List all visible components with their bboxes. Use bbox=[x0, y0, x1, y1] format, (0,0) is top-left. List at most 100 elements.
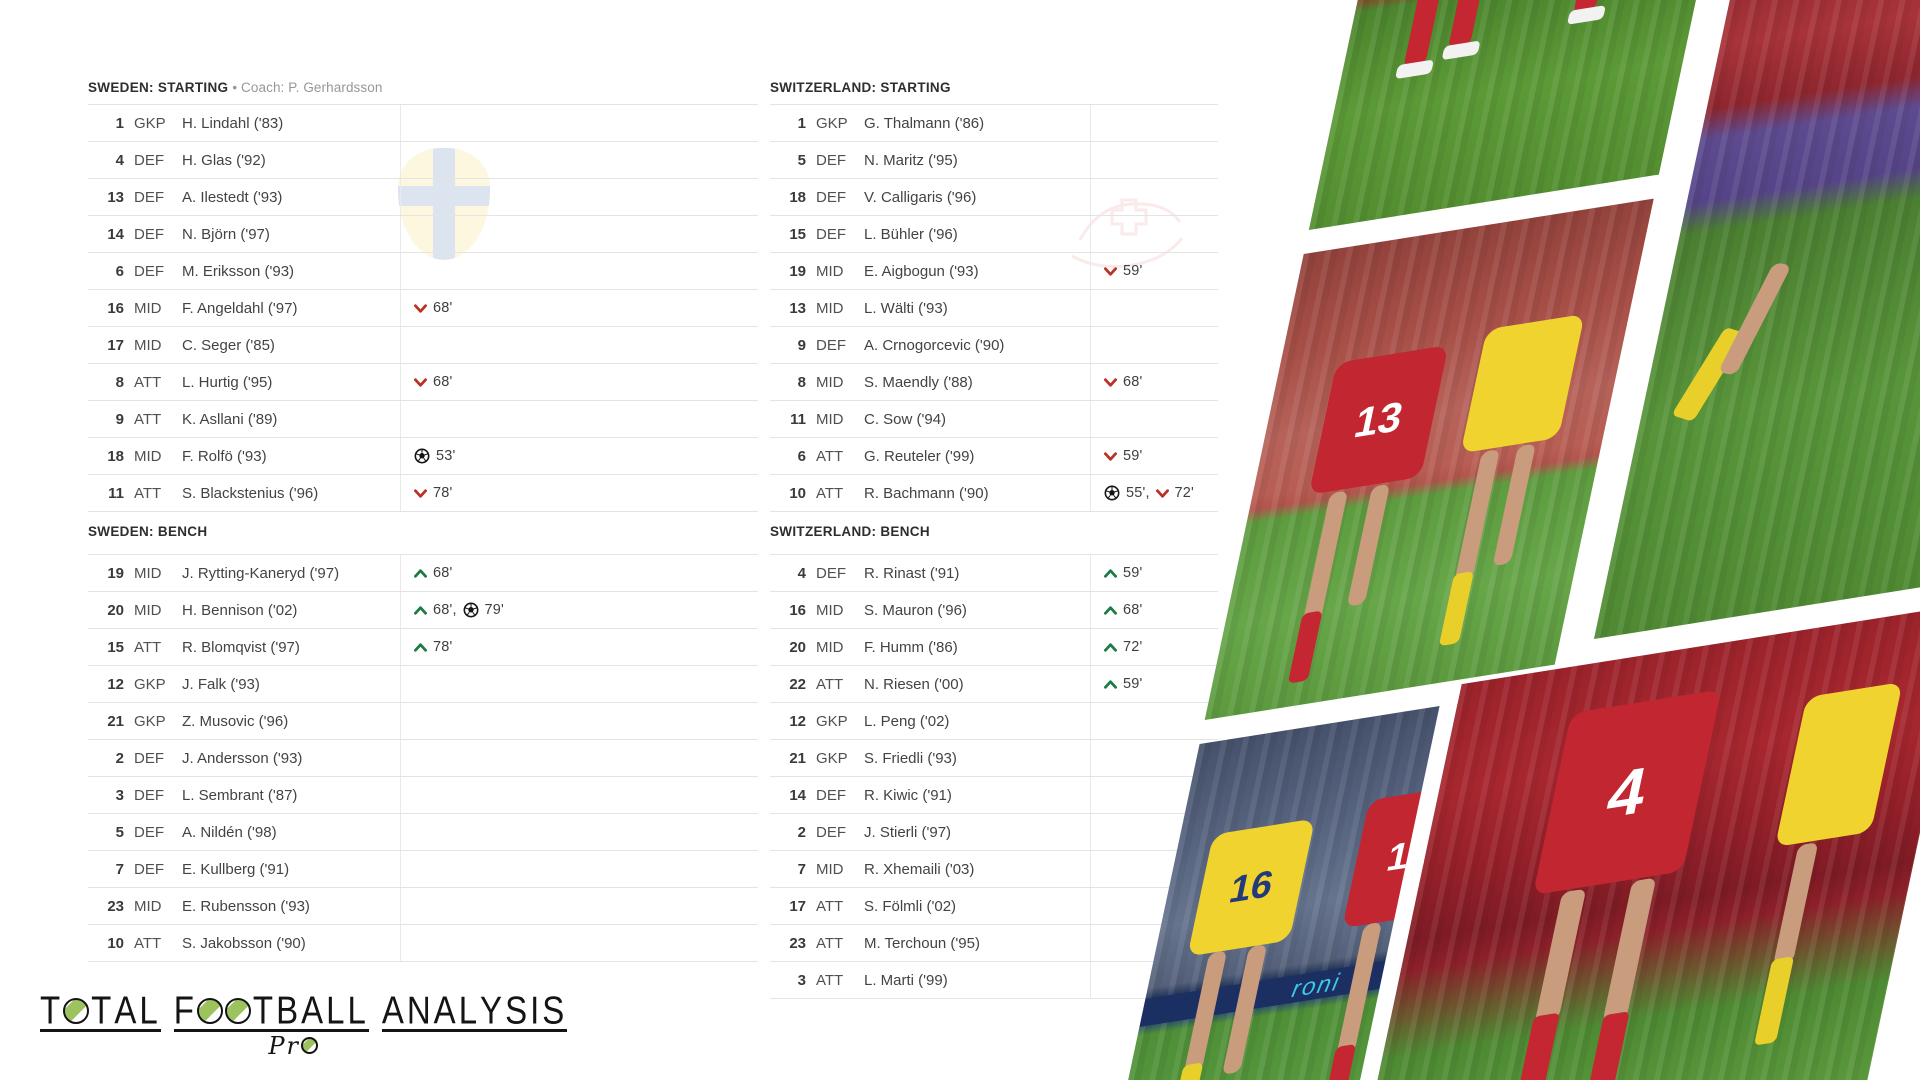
switzerland-starting-header: SWITZERLAND: STARTING bbox=[770, 80, 951, 95]
position-label: DEF bbox=[816, 151, 846, 169]
sub-off-icon bbox=[1104, 266, 1117, 276]
position-label: MID bbox=[816, 262, 844, 280]
event-cell bbox=[1090, 814, 1218, 850]
shirt-number: 16 bbox=[789, 601, 806, 619]
player-name: K. Asllani ('89) bbox=[182, 410, 278, 428]
player-name: R. Kiwic ('91) bbox=[864, 786, 952, 804]
sweden-starting-header: SWEDEN: STARTING • Coach: P. Gerhardsson bbox=[88, 80, 382, 95]
logo-wordmark: TtalFtballAnalysis bbox=[40, 990, 568, 1032]
lineup-row: 2 DEF J. Andersson ('93) bbox=[88, 740, 758, 777]
event-cell bbox=[400, 179, 758, 215]
event-cell bbox=[1090, 925, 1218, 961]
position-label: DEF bbox=[134, 151, 164, 169]
player-name: C. Sow ('94) bbox=[864, 410, 947, 428]
lineup-row: 19 MID E. Aigbogun ('93) 59' bbox=[770, 253, 1218, 290]
position-label: DEF bbox=[816, 823, 846, 841]
event-cell bbox=[1090, 105, 1218, 141]
lineup-row: 18 DEF V. Calligaris ('96) bbox=[770, 179, 1218, 216]
event-cell: 68', 79' bbox=[400, 592, 758, 628]
lineup-row: 1 GKP H. Lindahl ('83) bbox=[88, 105, 758, 142]
sweden-starting-table: 1 GKP H. Lindahl ('83) 4 DEF H. Glas ('92) 13 D… bbox=[88, 104, 758, 512]
position-label: GKP bbox=[134, 675, 166, 693]
shirt-number: 12 bbox=[789, 712, 806, 730]
switzerland-starting-table: 1 GKP G. Thalmann ('86) 5 DEF N. Maritz ('95)… bbox=[770, 104, 1218, 512]
shirt-number: 23 bbox=[789, 934, 806, 952]
logo-letter: y bbox=[480, 988, 504, 1032]
sub-on-icon bbox=[1104, 568, 1117, 578]
player-name: C. Seger ('85) bbox=[182, 336, 275, 354]
position-label: DEF bbox=[134, 225, 164, 243]
switzerland-bench-title: SWITZERLAND: BENCH bbox=[770, 524, 930, 539]
logo-letter: l bbox=[347, 988, 367, 1032]
position-label: DEF bbox=[134, 262, 164, 280]
event-cell bbox=[1090, 777, 1218, 813]
logo-letter: t bbox=[252, 988, 275, 1032]
event-cell: 59' bbox=[1090, 438, 1218, 474]
player-name: H. Lindahl ('83) bbox=[182, 114, 284, 132]
event-cell: 78' bbox=[400, 475, 758, 511]
sweden-starting-title: SWEDEN: STARTING bbox=[88, 80, 229, 95]
player-name: E. Rubensson ('93) bbox=[182, 897, 310, 915]
lineup-row: 5 DEF A. Nildén ('98) bbox=[88, 814, 758, 851]
shirt-number: 8 bbox=[797, 373, 806, 391]
position-label: MID bbox=[134, 336, 162, 354]
event-cell bbox=[400, 142, 758, 178]
event-cell: 59' bbox=[1090, 555, 1218, 591]
player-name: L. Peng ('02) bbox=[864, 712, 950, 730]
shirt-number: 6 bbox=[797, 447, 806, 465]
player-name: J. Rytting-Kaneryd ('97) bbox=[182, 564, 340, 582]
event-minute: 79' bbox=[484, 602, 505, 618]
lineup-row: 4 DEF H. Glas ('92) bbox=[88, 142, 758, 179]
shirt-number: 19 bbox=[789, 262, 806, 280]
position-label: GKP bbox=[816, 114, 848, 132]
position-label: DEF bbox=[134, 823, 164, 841]
shirt-number: 7 bbox=[115, 860, 124, 878]
player-name: Z. Musovic ('96) bbox=[182, 712, 289, 730]
event-cell: 68' bbox=[400, 364, 758, 400]
event-cell bbox=[1090, 216, 1218, 252]
event-cell: 68' bbox=[400, 290, 758, 326]
lineup-row: 3 DEF L. Sembrant ('87) bbox=[88, 777, 758, 814]
sub-on-icon bbox=[1104, 679, 1117, 689]
ball-o-icon bbox=[224, 998, 251, 1024]
player-name: J. Andersson ('93) bbox=[182, 749, 303, 767]
lineup-row: 15 DEF L. Bühler ('96) bbox=[770, 216, 1218, 253]
lineup-row: 12 GKP L. Peng ('02) bbox=[770, 703, 1218, 740]
shirt-number: 11 bbox=[790, 410, 806, 428]
shirt-number: 21 bbox=[789, 749, 806, 767]
shirt-number: 21 bbox=[107, 712, 124, 730]
position-label: ATT bbox=[134, 410, 162, 428]
sub-off-icon bbox=[414, 377, 427, 387]
event-cell bbox=[400, 105, 758, 141]
sub-off-icon bbox=[1155, 488, 1169, 498]
shirt-number: 4 bbox=[797, 564, 806, 582]
position-label: DEF bbox=[816, 225, 846, 243]
player-name: L. Hurtig ('95) bbox=[182, 373, 273, 391]
event-minute: 59' bbox=[1123, 676, 1143, 692]
sub-on-icon bbox=[414, 605, 427, 615]
position-label: MID bbox=[816, 373, 844, 391]
lineup-row: 11 MID C. Sow ('94) bbox=[770, 401, 1218, 438]
crowd-texture bbox=[1204, 198, 1654, 721]
event-minute: 55' bbox=[1126, 485, 1146, 501]
event-minute: 68' bbox=[433, 565, 453, 581]
lineup-row: 6 ATT G. Reuteler ('99) 59' bbox=[770, 438, 1218, 475]
player-name: H. Glas ('92) bbox=[182, 151, 266, 169]
position-label: DEF bbox=[134, 860, 164, 878]
lineup-row: 13 MID L. Wälti ('93) bbox=[770, 290, 1218, 327]
player-name: S. Friedli ('93) bbox=[864, 749, 957, 767]
event-cell: 59' bbox=[1090, 666, 1218, 702]
shirt-number: 11 bbox=[108, 484, 124, 502]
shirt-number: 20 bbox=[107, 601, 124, 619]
position-label: DEF bbox=[816, 188, 846, 206]
goal-icon bbox=[414, 448, 430, 464]
position-label: GKP bbox=[134, 114, 166, 132]
sub-off-icon bbox=[414, 303, 427, 313]
position-label: MID bbox=[134, 897, 162, 915]
shirt-number: 17 bbox=[107, 336, 124, 354]
lineup-row: 17 ATT S. Fölmli ('02) bbox=[770, 888, 1218, 925]
event-cell bbox=[1090, 740, 1218, 776]
event-minute: 53' bbox=[436, 448, 456, 464]
lineup-row: 4 DEF R. Rinast ('91) 59' bbox=[770, 555, 1218, 592]
position-label: MID bbox=[134, 564, 162, 582]
